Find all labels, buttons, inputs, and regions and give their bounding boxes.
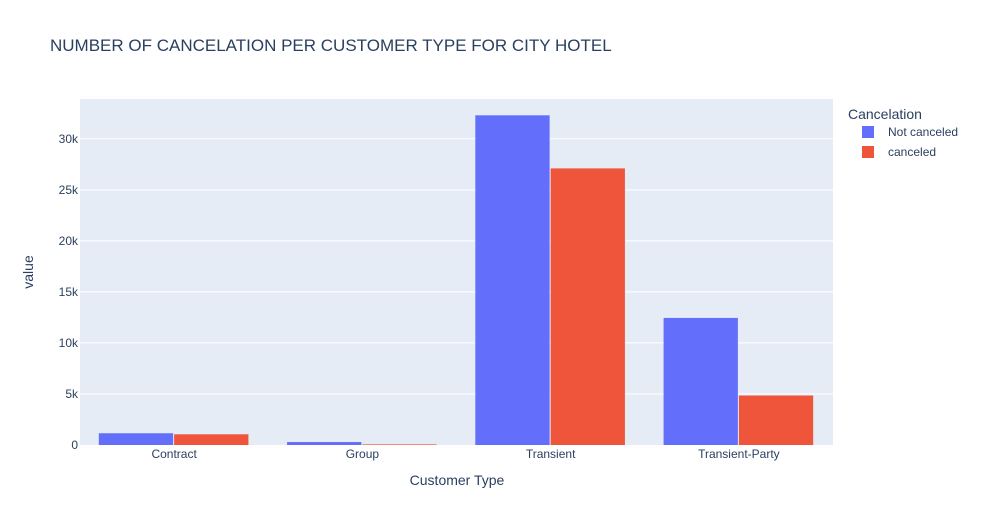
x-tick-label: Transient — [526, 447, 576, 461]
legend-label[interactable]: canceled — [888, 145, 936, 159]
y-tick-label: 30k — [59, 132, 79, 146]
x-tick-label: Contract — [151, 447, 197, 461]
legend: Cancelation Not canceled canceled — [848, 106, 958, 159]
bar-canceled[interactable] — [738, 395, 814, 445]
legend-swatch[interactable] — [862, 146, 874, 158]
y-axis-title: value — [20, 255, 36, 289]
legend-title: Cancelation — [848, 106, 922, 122]
y-tick-label: 5k — [65, 387, 79, 401]
bar-not-canceled[interactable] — [663, 317, 738, 445]
y-tick-label: 0 — [71, 438, 78, 452]
x-tick-label: Transient-Party — [698, 447, 780, 461]
x-axis-ticks: Contract Group Transient Transient-Party — [151, 447, 779, 461]
gridlines — [80, 138, 833, 395]
bar-not-canceled[interactable] — [475, 115, 550, 445]
y-tick-label: 10k — [59, 336, 79, 350]
bar-canceled[interactable] — [362, 444, 437, 445]
bar-canceled[interactable] — [550, 168, 625, 446]
y-tick-label: 15k — [59, 285, 79, 299]
x-tick-label: Group — [346, 447, 380, 461]
bar-not-canceled[interactable] — [98, 433, 174, 445]
legend-label[interactable]: Not canceled — [888, 125, 958, 139]
bars — [98, 115, 814, 446]
y-axis-ticks: 0 5k 10k 15k 20k 25k 30k — [59, 132, 79, 452]
legend-swatch[interactable] — [862, 126, 874, 138]
bar-not-canceled[interactable] — [287, 442, 362, 445]
chart-title: NUMBER OF CANCELATION PER CUSTOMER TYPE … — [50, 36, 612, 55]
y-tick-label: 25k — [59, 183, 79, 197]
bar-canceled[interactable] — [174, 434, 249, 445]
y-tick-label: 20k — [59, 234, 79, 248]
x-axis-title: Customer Type — [410, 472, 505, 488]
